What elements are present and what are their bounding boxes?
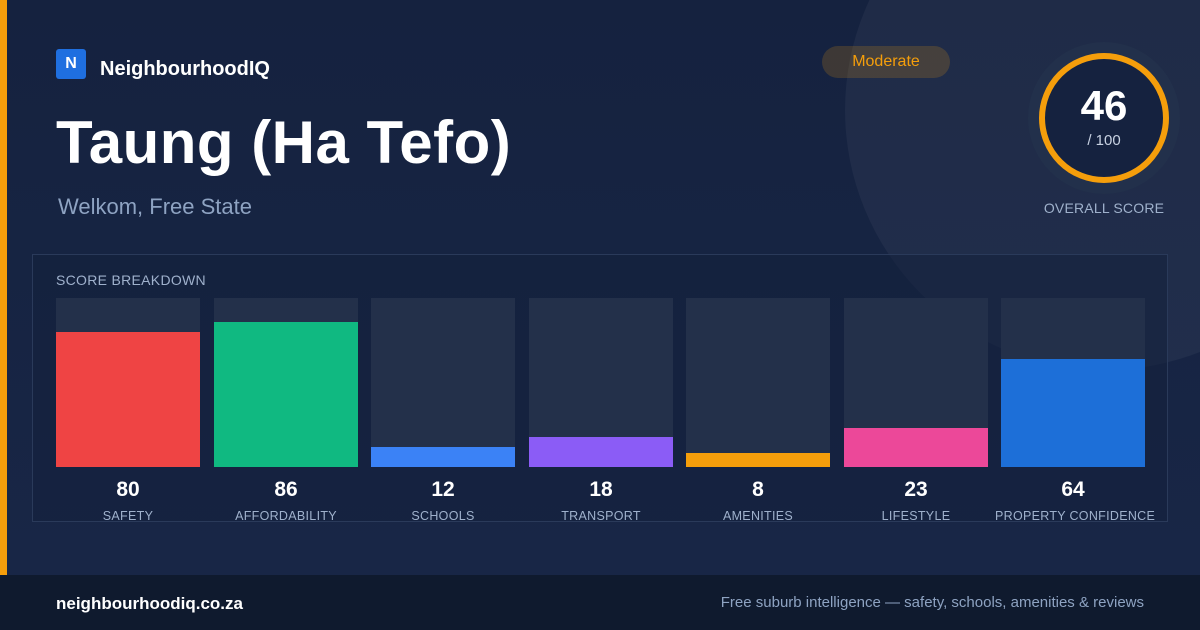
bar-fill: [214, 322, 358, 467]
footer: neighbourhoodiq.co.za Free suburb intell…: [0, 575, 1200, 630]
bar-fill: [56, 332, 200, 467]
bar-track: [686, 298, 830, 467]
bar-value: 80: [116, 478, 140, 501]
bar-label: TRANSPORT: [561, 509, 641, 523]
bar-label: LIFESTYLE: [881, 509, 951, 523]
bar-fill: [1001, 359, 1145, 467]
bar-fill: [371, 447, 515, 467]
score-breakdown-panel: SCORE BREAKDOWN 80 SAFETY 86 AFFORDABILITY 1…: [32, 254, 1168, 523]
bar-label: PROPERTY CONFIDENCE: [995, 509, 1156, 523]
bar-track: [56, 298, 200, 467]
score-ring: [1028, 42, 1180, 194]
bar-value: 18: [589, 478, 613, 501]
footer-tagline: Free suburb intelligence — safety, schoo…: [720, 594, 1144, 611]
bar-label: AFFORDABILITY: [235, 509, 337, 523]
bar-value: 64: [1061, 478, 1085, 501]
bar-fill: [844, 428, 988, 467]
suburb-title: Taung (Ha Tefo): [56, 109, 512, 176]
suburb-location: Welkom, Free State: [58, 194, 252, 219]
bar-track: [214, 298, 358, 467]
bar-label: SAFETY: [102, 509, 154, 523]
bar-value: 86: [274, 478, 298, 501]
bar-fill: [529, 437, 673, 467]
bar-value: 23: [904, 478, 928, 501]
bar-label: AMENITIES: [722, 509, 794, 523]
overall-score-caption: OVERALL SCORE: [1043, 200, 1165, 216]
brand: N NeighbourhoodIQ: [56, 46, 270, 81]
brand-name: NeighbourhoodIQ: [100, 58, 270, 80]
bar-track: [1001, 298, 1145, 467]
og-card: N NeighbourhoodIQ Taung (Ha Tefo) Welkom…: [0, 0, 1200, 575]
overall-score-max: / 100: [1087, 132, 1121, 149]
accent-bar: [0, 0, 7, 575]
overall-score-value: 46: [1080, 82, 1128, 129]
bar-fill: [686, 453, 830, 467]
bar-value: 8: [752, 478, 764, 501]
brand-logo-icon: N: [56, 48, 86, 79]
overall-score-gauge: 46 / 100: [1028, 42, 1180, 194]
score-ring-fill: [1039, 53, 1169, 183]
bar-track: [844, 298, 988, 467]
footer-url[interactable]: neighbourhoodiq.co.za: [56, 594, 243, 613]
rating-badge: Moderate: [822, 46, 950, 78]
bar-track: [529, 298, 673, 467]
bar-track: [371, 298, 515, 467]
bar-value: 12: [431, 478, 455, 501]
breakdown-title: SCORE BREAKDOWN: [56, 272, 206, 288]
bar-label: SCHOOLS: [411, 509, 475, 523]
